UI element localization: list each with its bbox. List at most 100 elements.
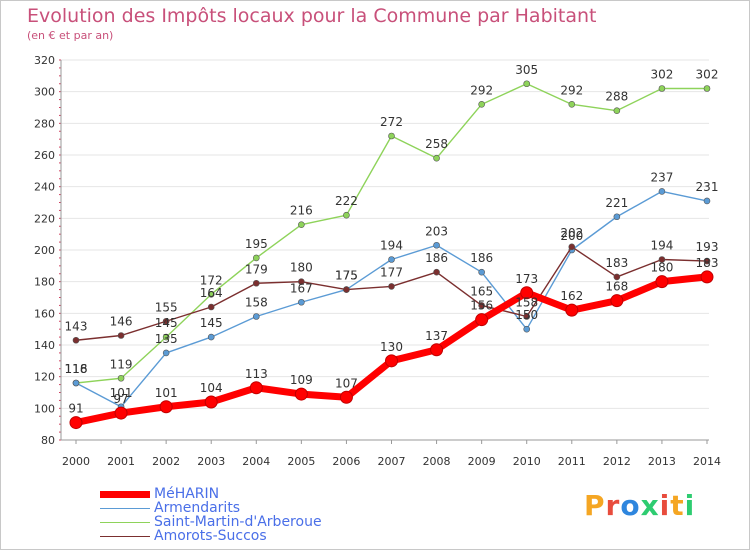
- data-point: [613, 273, 621, 281]
- y-tick-label: 120: [34, 371, 55, 384]
- data-point: [162, 333, 170, 341]
- data-point: [613, 107, 621, 114]
- data-point: [568, 101, 576, 108]
- data-point: [159, 400, 173, 414]
- x-tick-label: 2007: [378, 455, 406, 468]
- data-point: [388, 132, 395, 140]
- data-label: 143: [65, 319, 88, 333]
- x-tick-label: 2012: [603, 455, 631, 468]
- data-point: [610, 294, 624, 308]
- data-label: 302: [696, 68, 719, 82]
- data-point: [252, 313, 260, 320]
- data-label: 145: [200, 316, 223, 330]
- chart-subtitle: (en € et par an): [27, 29, 114, 42]
- x-tick-label: 2009: [468, 455, 496, 468]
- x-tick-label: 2014: [693, 455, 721, 468]
- y-tick-label: 200: [34, 244, 55, 257]
- data-label: 107: [335, 376, 358, 390]
- x-tick-label: 2006: [332, 455, 360, 468]
- data-point: [523, 80, 531, 88]
- data-point: [433, 154, 440, 162]
- data-label: 194: [380, 239, 403, 253]
- data-label: 292: [560, 83, 583, 97]
- data-label: 130: [380, 340, 403, 354]
- data-label: 168: [605, 280, 628, 294]
- chart-title: Evolution des Impôts locaux pour la Comm…: [27, 5, 597, 27]
- data-label: 272: [380, 115, 403, 129]
- data-point: [703, 85, 711, 92]
- y-tick-label: 300: [34, 86, 55, 99]
- legend-label: Saint-Martin-d'Arberoue: [154, 514, 322, 530]
- data-point: [658, 256, 666, 263]
- data-point: [565, 303, 579, 317]
- data-point: [298, 278, 305, 285]
- x-tick-label: 2002: [152, 455, 180, 468]
- data-point: [658, 85, 666, 92]
- data-label: 183: [605, 256, 628, 270]
- y-tick-label: 280: [34, 117, 55, 130]
- data-label: 221: [605, 196, 628, 210]
- y-tick-label: 100: [34, 402, 55, 415]
- data-label: 146: [110, 315, 133, 329]
- data-point: [343, 286, 350, 293]
- data-point: [162, 349, 170, 357]
- y-tick-label: 180: [34, 276, 55, 289]
- data-label: 101: [110, 386, 133, 400]
- data-point: [204, 395, 218, 409]
- data-point: [385, 354, 398, 368]
- x-tick-label: 2001: [107, 455, 135, 468]
- data-point: [207, 303, 215, 311]
- data-point: [430, 343, 444, 357]
- legend-item: Saint-Martin-d'Arberoue: [100, 515, 400, 529]
- data-point: [613, 213, 621, 221]
- data-label: 150: [515, 308, 538, 322]
- legend-item: Amorots-Succos: [100, 529, 400, 543]
- legend-item: MéHARIN: [100, 487, 400, 501]
- data-point: [658, 188, 666, 195]
- data-point: [298, 298, 305, 306]
- data-label: 162: [560, 289, 583, 303]
- x-tick-label: 2008: [423, 455, 451, 468]
- legend-label: Armendarits: [154, 500, 241, 516]
- data-label: 288: [605, 90, 628, 104]
- data-point: [475, 313, 489, 327]
- data-point: [388, 256, 395, 263]
- data-label: 119: [110, 357, 133, 371]
- data-label: 118: [65, 362, 88, 376]
- data-point: [703, 197, 711, 205]
- data-label: 167: [290, 281, 313, 295]
- data-label: 292: [470, 83, 493, 97]
- legend-swatch: [100, 536, 150, 537]
- data-point: [162, 317, 170, 325]
- data-label: 194: [650, 239, 673, 253]
- y-tick-label: 320: [34, 54, 55, 67]
- data-label: 203: [425, 224, 448, 238]
- data-label: 101: [155, 386, 178, 400]
- data-point: [478, 268, 485, 276]
- data-label: 165: [470, 284, 493, 298]
- x-tick-label: 2000: [62, 455, 90, 468]
- data-point: [343, 211, 350, 219]
- data-label: 158: [245, 296, 268, 310]
- data-point: [69, 416, 83, 430]
- data-point: [117, 332, 125, 339]
- data-label: 113: [245, 367, 268, 381]
- x-tick-label: 2004: [242, 455, 270, 468]
- data-point: [523, 313, 531, 320]
- data-label: 237: [650, 170, 673, 184]
- y-tick-label: 240: [34, 181, 55, 194]
- data-point: [433, 241, 440, 249]
- data-label: 172: [200, 273, 223, 287]
- data-label: 145: [155, 316, 178, 330]
- data-point: [252, 279, 260, 287]
- x-tick-label: 2003: [197, 455, 225, 468]
- data-point: [478, 302, 485, 309]
- data-label: 177: [380, 265, 403, 279]
- y-tick-label: 140: [34, 339, 55, 352]
- x-tick-label: 2005: [287, 455, 315, 468]
- data-label: 179: [245, 262, 268, 276]
- data-point: [72, 379, 80, 387]
- x-tick-label: 2013: [648, 455, 676, 468]
- data-point: [388, 283, 395, 290]
- data-point: [478, 101, 485, 108]
